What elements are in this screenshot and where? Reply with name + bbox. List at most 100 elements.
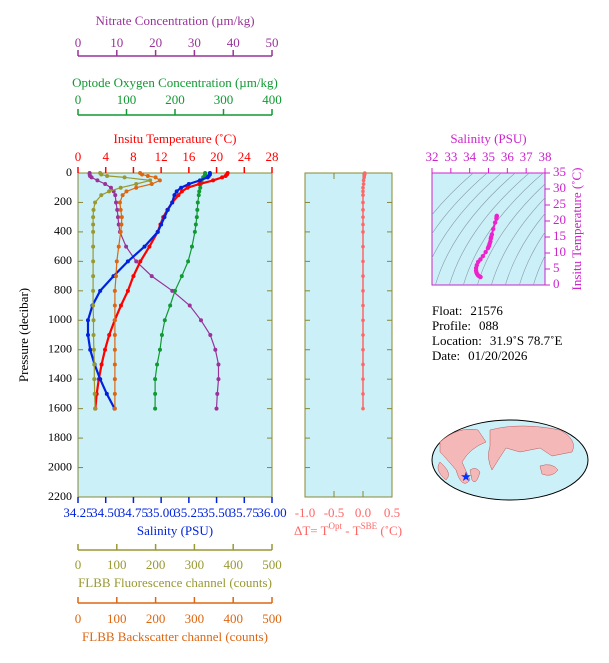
- profile-point: [216, 377, 221, 382]
- y-tick-label: 800: [54, 283, 72, 297]
- info-label: Float:: [432, 303, 462, 318]
- profile-point: [91, 303, 96, 308]
- x-tick-label: 40: [227, 35, 240, 50]
- profile-point: [179, 274, 184, 279]
- profile-point: [112, 303, 117, 308]
- y-tick-label: 15: [553, 228, 566, 243]
- profile-point: [176, 193, 181, 198]
- x-tick-label: 34.50: [91, 505, 120, 520]
- profile-point: [174, 189, 179, 194]
- x-axis-label: Salinity (PSU): [450, 131, 526, 146]
- delta-point: [361, 406, 365, 411]
- profile-point: [118, 185, 123, 190]
- profile-point: [211, 178, 216, 183]
- profile-point: [153, 406, 158, 411]
- profile-point: [108, 185, 113, 190]
- profile-point: [119, 222, 124, 227]
- x-tick-label: 500: [262, 611, 282, 626]
- profile-point: [193, 222, 198, 227]
- profile-point: [162, 215, 167, 220]
- profile-point: [148, 178, 153, 183]
- x-tick-label: 0: [75, 35, 82, 50]
- delta-point: [361, 333, 365, 337]
- profile-point: [91, 318, 96, 323]
- profile-point: [99, 193, 104, 198]
- profile-point: [92, 377, 97, 382]
- profile-point: [91, 229, 96, 234]
- profile-point: [195, 207, 200, 212]
- x-tick-label: 35: [482, 149, 495, 164]
- x-tick-label: 12: [155, 149, 168, 164]
- x-tick-label: 16: [182, 149, 196, 164]
- x-tick-label: 0: [75, 557, 82, 572]
- density-contour: [432, 173, 502, 259]
- x-tick-label: 0: [75, 92, 82, 107]
- profile-point: [104, 391, 109, 396]
- profile-point: [140, 172, 145, 177]
- delta-point: [361, 193, 365, 197]
- profile-point: [142, 244, 147, 249]
- profile-point: [168, 303, 173, 308]
- y-tick-label: 35: [553, 164, 566, 179]
- delta-point: [361, 377, 365, 381]
- x-tick-label: 300: [185, 557, 205, 572]
- x-tick-label: 35.00: [147, 505, 176, 520]
- x-axis-label-part: (˚C): [377, 523, 402, 538]
- x-tick-label: 400: [262, 92, 282, 107]
- x-axis-label-part: Opt: [329, 521, 343, 531]
- x-tick-label: 35.50: [202, 505, 231, 520]
- x-tick-label: 0.0: [355, 505, 371, 520]
- x-tick-label: 33: [444, 149, 457, 164]
- x-axis-label-part: ΔT= T: [294, 523, 329, 538]
- profile-point: [92, 391, 97, 396]
- profile-point: [134, 182, 139, 187]
- delta-point: [361, 208, 365, 212]
- x-axis-label: FLBB Fluorescence channel (counts): [78, 575, 272, 590]
- delta-panel: [304, 172, 393, 498]
- profile-point: [131, 274, 136, 279]
- profile-point: [105, 173, 110, 178]
- profile-point: [215, 391, 220, 396]
- profile-point: [165, 207, 170, 212]
- y-tick-label: 0: [553, 276, 560, 291]
- profile-point: [198, 185, 203, 190]
- profile-point: [214, 406, 219, 411]
- ts-point: [480, 254, 486, 259]
- float-info: Float: 21576: [432, 303, 503, 318]
- delta-point: [361, 189, 365, 194]
- x-tick-label: 24: [238, 149, 252, 164]
- ts-point: [492, 220, 498, 225]
- profile-point: [173, 288, 177, 293]
- delta-point: [361, 185, 365, 190]
- profile-point: [91, 207, 96, 212]
- profile-point: [114, 200, 119, 205]
- x-tick-label: 38: [539, 149, 552, 164]
- profile-point: [107, 189, 112, 194]
- profile-point: [179, 189, 184, 194]
- delta-point: [361, 347, 365, 352]
- profile-point: [112, 391, 117, 396]
- profile-point: [172, 193, 177, 198]
- x-tick-label: 200: [165, 92, 185, 107]
- x-tick-label: 0: [75, 611, 82, 626]
- profile-point: [93, 406, 98, 411]
- density-contour: [463, 173, 544, 285]
- x-tick-label: -1.0: [295, 505, 316, 520]
- profile-point: [98, 377, 103, 382]
- profile-point: [145, 173, 150, 178]
- profile-point: [124, 244, 129, 249]
- delta-point: [361, 222, 365, 227]
- x-tick-label: 500: [262, 557, 282, 572]
- profile-point: [155, 229, 160, 234]
- info-label: Profile:: [432, 318, 471, 333]
- density-contour: [533, 255, 545, 285]
- info-label: Location:: [432, 333, 482, 348]
- y-tick-label: 1200: [48, 341, 72, 355]
- float-info: Profile: 088: [432, 318, 499, 333]
- profile-point: [179, 185, 184, 190]
- profile-point: [205, 175, 210, 180]
- y-axis-label: Insitu Temperature (˚C): [569, 167, 584, 290]
- info-value: 01/20/2026: [468, 348, 528, 363]
- profile-point: [125, 259, 130, 264]
- x-tick-label: 34.25: [63, 505, 92, 520]
